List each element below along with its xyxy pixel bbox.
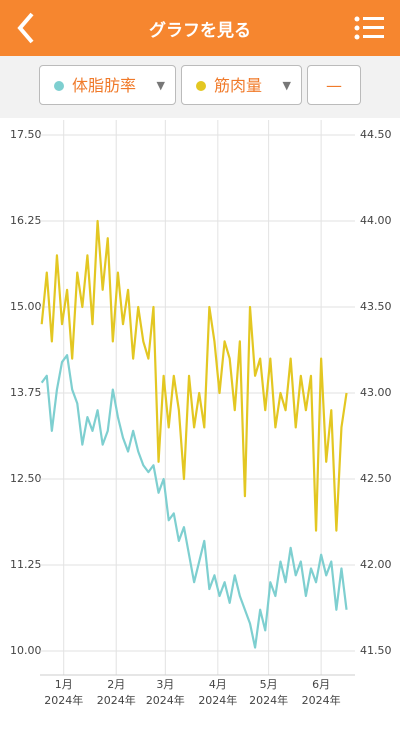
menu-button[interactable]	[354, 16, 386, 40]
chart: 10.00 11.25 12.50 13.75 15.00 16.25 17.50 41.50…	[0, 118, 400, 748]
x-tick-label: 4月 2024年	[198, 678, 238, 707]
selector-label: —	[326, 76, 342, 95]
x-tick-label: 6月 2024年	[301, 678, 341, 707]
selector-label: 体脂肪率	[72, 76, 137, 95]
x-tick-label: 3月 2024年	[145, 678, 185, 707]
y-tick-label: 15.00	[10, 300, 42, 313]
title: グラフを見る	[149, 21, 251, 41]
data-line	[40, 219, 348, 532]
y-tick-label: 16.25	[10, 214, 42, 227]
y2-tick-label: 42.00	[360, 558, 392, 571]
back-button[interactable]	[12, 8, 42, 48]
y-tick-label: 13.75	[10, 386, 42, 399]
y2-tick-label: 44.50	[360, 128, 392, 141]
selector[interactable]: 体脂肪率 ▼	[39, 65, 176, 105]
selector-bar: 体脂肪率 ▼ 筋肉量 ▼ —	[0, 56, 400, 119]
chart-svg: 10.00 11.25 12.50 13.75 15.00 16.25 17.50 41.50…	[10, 120, 392, 676]
y2-tick-label: 41.50	[360, 644, 392, 657]
y-tick-label: 11.25	[10, 558, 42, 571]
y2-tick-label: 43.50	[360, 300, 392, 313]
x-tick-label: 5月 2024年	[249, 678, 289, 707]
y2-tick-label: 42.50	[360, 472, 392, 485]
data-line	[40, 354, 348, 649]
y2-tick-label: 44.00	[360, 214, 392, 227]
y2-tick-label: 43.00	[360, 386, 392, 399]
selector[interactable]: —	[307, 65, 361, 105]
y-tick-label: 10.00	[10, 644, 42, 657]
selector-label: 筋肉量	[214, 76, 263, 95]
y-tick-label: 12.50	[10, 472, 42, 485]
selector[interactable]: 筋肉量 ▼	[181, 65, 302, 105]
x-tick-label: 1月 2024年	[44, 678, 84, 707]
y-tick-label: 17.50	[10, 128, 42, 141]
header: グラフを見る	[0, 0, 400, 56]
x-tick-label: 2月 2024年	[96, 678, 136, 707]
